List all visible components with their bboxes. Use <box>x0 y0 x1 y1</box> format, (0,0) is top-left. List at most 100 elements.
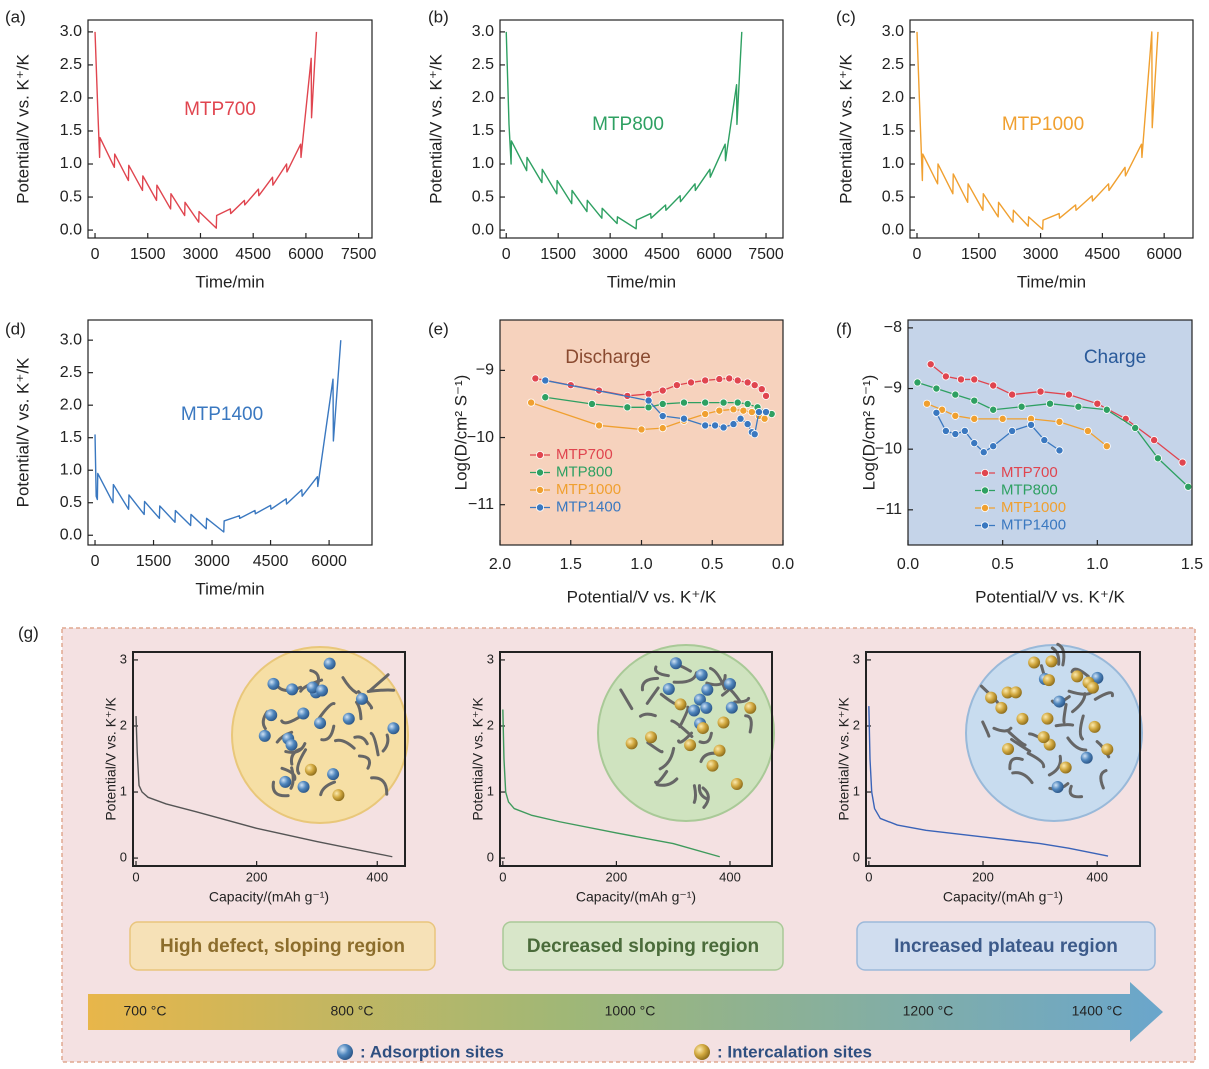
annotation: MTP800 <box>592 114 664 135</box>
site-ball <box>1088 720 1101 733</box>
data-point <box>989 442 998 451</box>
data-point <box>960 426 969 435</box>
x-axis-label: Time/min <box>195 579 264 598</box>
data-point <box>989 405 998 414</box>
data-point <box>672 381 681 390</box>
carbon-layer <box>284 742 307 754</box>
annotation: MTP700 <box>184 99 256 120</box>
region-label: High defect, sloping region <box>160 936 405 957</box>
data-point <box>541 376 550 385</box>
carbon-layer <box>701 786 710 809</box>
site-ball <box>1059 761 1072 774</box>
carbon-layer <box>692 784 698 804</box>
y-axis-label: Potential/V vs. K⁺/K <box>836 697 852 821</box>
series-line <box>135 716 393 858</box>
data-point <box>679 398 688 407</box>
x-tick-label: 4500 <box>1085 246 1121 263</box>
site-ball <box>1042 674 1055 687</box>
data-point <box>762 391 771 400</box>
x-tick-label: 200 <box>246 869 268 884</box>
data-point <box>739 406 748 415</box>
site-ball <box>717 716 730 729</box>
panel-label: (c) <box>836 7 856 26</box>
x-tick-label: 3000 <box>183 246 219 263</box>
site-ball <box>332 789 345 802</box>
annotation: MTP1400 <box>181 404 263 425</box>
material-circle <box>965 644 1143 822</box>
data-point <box>913 378 922 387</box>
y-tick-label: 0 <box>853 850 860 865</box>
y-tick-label: 2.5 <box>60 56 82 73</box>
carbon-layer <box>705 673 727 687</box>
x-tick-label: 3000 <box>194 553 230 570</box>
site-ball <box>700 701 713 714</box>
data-point <box>623 403 632 412</box>
x-tick-label: 200 <box>606 869 628 884</box>
y-tick-label: 3 <box>120 651 127 666</box>
x-tick-label: 6000 <box>1146 246 1182 263</box>
x-tick-label: 4500 <box>253 553 289 570</box>
x-tick-label: 3000 <box>592 246 628 263</box>
y-tick-label: 2 <box>487 717 494 732</box>
site-ball <box>985 691 998 704</box>
panel-label: (e) <box>428 319 449 338</box>
data-point <box>750 381 759 390</box>
data-point <box>725 374 734 383</box>
series-line <box>94 340 342 533</box>
y-tick-label: 1.5 <box>60 429 82 446</box>
data-point <box>1131 423 1140 432</box>
x-tick-label: 0.0 <box>897 556 919 573</box>
site-ball <box>265 709 278 722</box>
site-ball <box>1086 681 1099 694</box>
data-point <box>989 381 998 390</box>
y-tick-label: 2.0 <box>60 89 82 106</box>
carbon-layer <box>1050 646 1061 666</box>
carbon-layer <box>370 776 389 796</box>
data-point <box>970 375 979 384</box>
region-label: Decreased sloping region <box>527 936 759 957</box>
y-tick-label: 1.0 <box>882 155 904 172</box>
y-axis-label: Potential/V vs. K⁺/K <box>836 53 855 203</box>
y-tick-label: −11 <box>876 501 902 518</box>
x-tick-label: 7500 <box>748 246 784 263</box>
y-tick-label: 1 <box>853 783 860 798</box>
x-tick-label: 0 <box>499 869 506 884</box>
data-point <box>531 374 540 383</box>
x-tick-label: 1.0 <box>630 556 652 573</box>
carbon-layer <box>1078 714 1085 741</box>
data-point <box>644 396 653 405</box>
data-point <box>998 414 1007 423</box>
y-tick-label: 2.5 <box>882 56 904 73</box>
carbon-layer <box>744 714 753 734</box>
carbon-layer <box>280 766 297 781</box>
legend-label: MTP1400 <box>556 498 621 515</box>
x-tick-label: 3000 <box>1023 246 1059 263</box>
y-tick-label: 0.5 <box>60 494 82 511</box>
carbon-layer <box>367 673 390 693</box>
y-axis-label: Potential/V vs. K⁺/K <box>470 697 486 821</box>
data-point <box>719 398 728 407</box>
y-tick-label: −10 <box>467 429 494 446</box>
data-point <box>644 389 653 398</box>
data-point <box>1150 436 1159 445</box>
data-point <box>719 423 728 432</box>
site-ball <box>297 707 310 720</box>
carbon-layer <box>1007 730 1027 747</box>
site-ball <box>706 759 719 772</box>
data-point <box>715 406 724 415</box>
site-ball <box>342 712 355 725</box>
site-ball <box>323 657 336 670</box>
y-tick-label: 0.0 <box>882 221 904 238</box>
data-point <box>733 376 742 385</box>
data-point <box>957 375 966 384</box>
carbon-layer <box>678 705 690 729</box>
site-ball <box>1053 695 1066 708</box>
site-ball <box>684 739 697 752</box>
site-ball <box>674 698 687 711</box>
data-point <box>1184 482 1193 491</box>
data-point <box>922 399 931 408</box>
carbon-layer <box>353 735 369 746</box>
y-axis-label: Potential/V vs. K⁺/K <box>13 53 32 203</box>
legend-label: MTP1000 <box>556 481 621 498</box>
site-ball <box>713 744 726 757</box>
